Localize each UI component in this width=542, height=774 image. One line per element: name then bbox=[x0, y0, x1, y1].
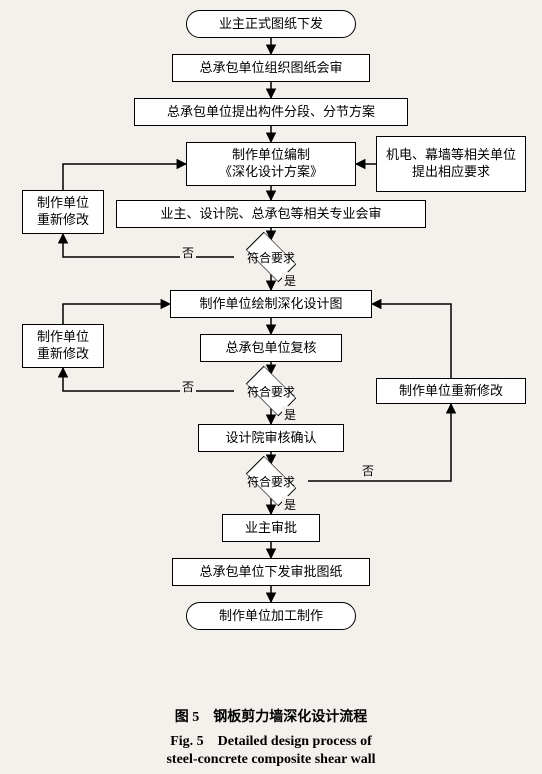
node-n3: 总承包单位提出构件分段、分节方案 bbox=[134, 98, 408, 126]
decision-label: 符合要求 bbox=[247, 473, 295, 490]
node-n4r: 机电、幕墙等相关单位提出相应要求 bbox=[376, 136, 526, 192]
figure-captions: 图 5 钢板剪力墙深化设计流程 Fig. 5 Detailed design p… bbox=[0, 700, 542, 768]
node-n9: 业主审批 bbox=[222, 514, 320, 542]
edge-label-是: 是 bbox=[282, 406, 298, 423]
edge-label-否: 否 bbox=[360, 462, 376, 479]
edge-rR1-n6 bbox=[372, 304, 451, 378]
node-rR1: 制作单位重新修改 bbox=[376, 378, 526, 404]
node-n6: 制作单位绘制深化设计图 bbox=[170, 290, 372, 318]
node-rL1: 制作单位重新修改 bbox=[22, 190, 104, 234]
edge-d1-rL1 bbox=[63, 234, 234, 257]
node-n1: 业主正式图纸下发 bbox=[186, 10, 356, 38]
edge-d2-rL2 bbox=[63, 368, 234, 391]
node-rL2: 制作单位重新修改 bbox=[22, 324, 104, 368]
edge-rL1-n4 bbox=[63, 164, 186, 190]
caption-en-1: Fig. 5 Detailed design process of bbox=[0, 730, 542, 750]
edge-label-是: 是 bbox=[282, 272, 298, 289]
edge-label-否: 否 bbox=[180, 244, 196, 261]
node-n11: 制作单位加工制作 bbox=[186, 602, 356, 630]
caption-en-2: steel-concrete composite shear wall bbox=[0, 752, 542, 768]
node-n2: 总承包单位组织图纸会审 bbox=[172, 54, 370, 82]
edge-label-是: 是 bbox=[282, 496, 298, 513]
caption-zh: 图 5 钢板剪力墙深化设计流程 bbox=[0, 706, 542, 726]
edge-rL2-n6 bbox=[63, 304, 170, 324]
decision-label: 符合要求 bbox=[247, 249, 295, 266]
node-n10: 总承包单位下发审批图纸 bbox=[172, 558, 370, 586]
node-n4: 制作单位编制《深化设计方案》 bbox=[186, 142, 356, 186]
flowchart-canvas: 业主正式图纸下发总承包单位组织图纸会审总承包单位提出构件分段、分节方案制作单位编… bbox=[0, 0, 542, 700]
edge-label-否: 否 bbox=[180, 378, 196, 395]
decision-label: 符合要求 bbox=[247, 383, 295, 400]
